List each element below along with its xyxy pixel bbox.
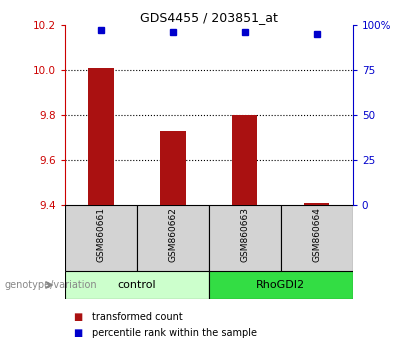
Title: GDS4455 / 203851_at: GDS4455 / 203851_at	[140, 11, 278, 24]
Bar	[232, 115, 257, 205]
Bar	[137, 205, 209, 271]
Bar	[160, 131, 186, 205]
Text: RhoGDI2: RhoGDI2	[256, 280, 305, 290]
Bar	[89, 68, 114, 205]
Bar	[304, 203, 329, 205]
Text: ■: ■	[74, 312, 83, 322]
Bar	[209, 271, 353, 299]
Bar	[65, 205, 137, 271]
Text: control: control	[118, 280, 156, 290]
Bar	[209, 205, 281, 271]
Text: GSM860661: GSM860661	[97, 207, 105, 262]
Text: GSM860664: GSM860664	[312, 207, 321, 262]
Text: genotype/variation: genotype/variation	[4, 280, 97, 290]
Text: transformed count: transformed count	[92, 312, 183, 322]
Text: GSM860662: GSM860662	[168, 207, 178, 262]
Text: percentile rank within the sample: percentile rank within the sample	[92, 328, 257, 338]
Text: ■: ■	[74, 328, 83, 338]
Bar	[65, 271, 209, 299]
Text: GSM860663: GSM860663	[240, 207, 249, 262]
Bar	[281, 205, 353, 271]
